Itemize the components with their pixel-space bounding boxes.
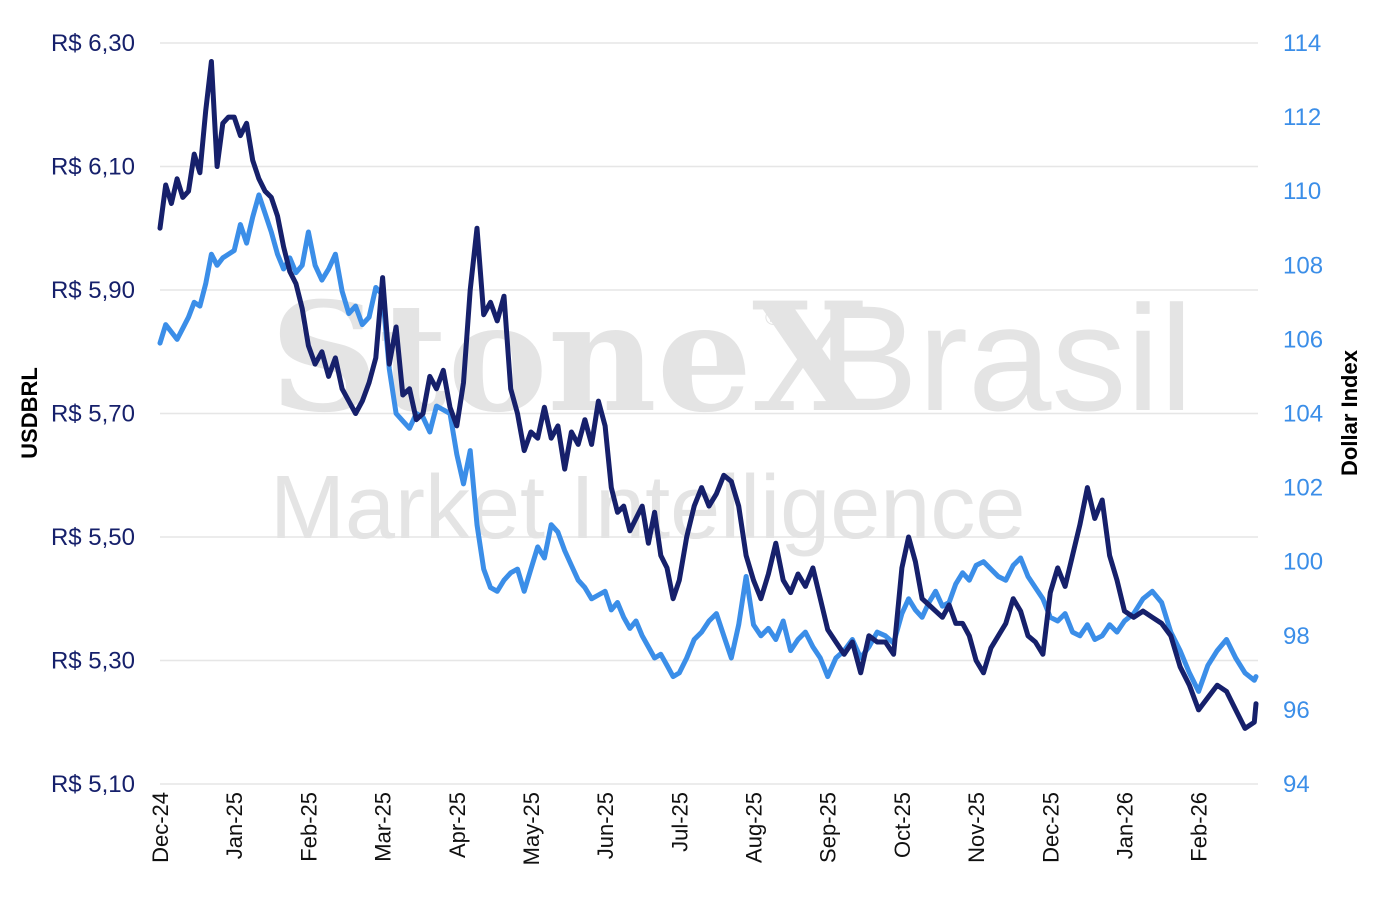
- x-tick-label: Apr-25: [445, 792, 470, 858]
- series-layer: [157, 59, 1259, 731]
- watermark: StoneX ® Brasil Market Intelligence: [270, 270, 1193, 558]
- usdbrl-series-line: [157, 59, 1259, 731]
- x-axis-ticks: Dec-24 Jan-25 Feb-25 Mar-25 Apr-25 May-25 Jun-…: [148, 792, 1212, 865]
- x-tick-label: Sep-25: [816, 792, 841, 863]
- left-tick-label: R$ 5,10: [51, 771, 135, 798]
- x-tick-label: Dec-25: [1038, 792, 1063, 863]
- x-tick-label: Aug-25: [742, 792, 767, 863]
- x-tick-label: Jul-25: [667, 792, 692, 852]
- x-tick-label: Jan-26: [1112, 792, 1137, 859]
- right-tick-label: 112: [1283, 104, 1321, 131]
- left-tick-label: R$ 6,30: [51, 30, 135, 57]
- right-tick-label: 108: [1283, 252, 1323, 279]
- right-tick-label: 96: [1283, 697, 1310, 724]
- right-tick-label: 102: [1283, 475, 1323, 502]
- x-tick-label: Dec-24: [148, 792, 173, 863]
- x-tick-label: May-25: [519, 792, 544, 865]
- right-axis-title: Dollar Index: [1337, 349, 1362, 476]
- right-tick-label: 100: [1283, 549, 1323, 576]
- x-tick-label: Feb-25: [296, 792, 321, 862]
- left-tick-label: R$ 6,10: [51, 154, 135, 181]
- x-tick-label: Mar-25: [371, 792, 396, 862]
- dollar-index-series-line: [157, 192, 1259, 694]
- x-tick-label: Nov-25: [964, 792, 989, 863]
- x-tick-label: Jun-25: [593, 792, 618, 859]
- right-tick-label: 110: [1283, 178, 1321, 205]
- x-tick-label: Feb-26: [1187, 792, 1212, 862]
- right-tick-label: 98: [1283, 623, 1310, 650]
- right-tick-label: 94: [1283, 771, 1310, 798]
- watermark-subtitle: Brasil: [818, 274, 1193, 442]
- right-axis-ticks: 94 96 98 100 102 104 106 108 110 112 114: [1283, 30, 1323, 798]
- left-axis-title: USDBRL: [17, 367, 42, 459]
- x-tick-label: Oct-25: [890, 792, 915, 858]
- right-tick-label: 114: [1283, 30, 1321, 57]
- left-tick-label: R$ 5,90: [51, 277, 135, 304]
- left-tick-label: R$ 5,30: [51, 648, 135, 675]
- right-tick-label: 104: [1283, 401, 1323, 428]
- left-tick-label: R$ 5,50: [51, 524, 135, 551]
- left-tick-label: R$ 5,70: [51, 401, 135, 428]
- left-axis-ticks: R$ 5,10 R$ 5,30 R$ 5,50 R$ 5,70 R$ 5,90 R$ 6,…: [51, 30, 135, 798]
- watermark-registered-mark: ®: [765, 305, 781, 330]
- watermark-brand: StoneX: [270, 270, 869, 446]
- x-tick-label: Jan-25: [222, 792, 247, 859]
- right-tick-label: 106: [1283, 326, 1323, 353]
